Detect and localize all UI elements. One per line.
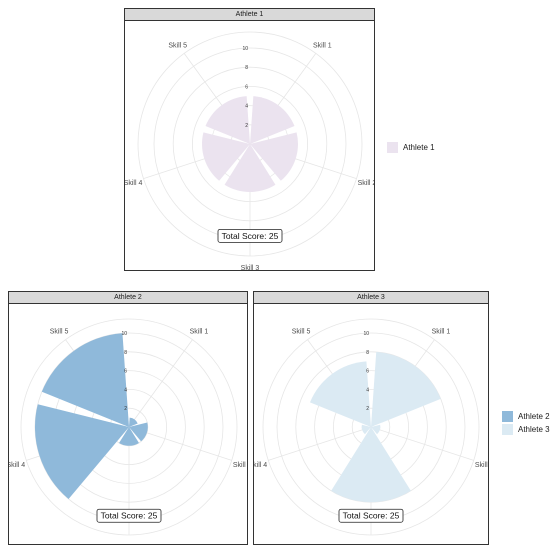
radial-tick-label: 6 [366, 369, 369, 375]
category-label: Skill 1 [313, 42, 332, 49]
radial-tick-label: 10 [242, 46, 248, 52]
category-label: Skill 1 [432, 329, 451, 336]
total-score-label: Total Score: 25 [101, 511, 158, 521]
category-label: Skill 3 [241, 265, 260, 270]
radial-tick-label: 6 [245, 84, 248, 90]
bar-skill-3 [119, 427, 139, 446]
polar-chart-athlete-1: 2 4 6 8 10 Skill 1 Skill 2 Skill 3 Skill 4 Skill … [125, 31, 374, 270]
legend-swatch [387, 142, 398, 153]
category-label: Skill 2 [233, 462, 247, 469]
category-label: Skill 5 [292, 329, 311, 336]
total-score-label: Total Score: 25 [222, 231, 279, 241]
bar-skill-4 [361, 424, 371, 435]
category-label: Skill 2 [475, 462, 488, 469]
radial-tick-label: 2 [124, 406, 127, 412]
legend-swatch [502, 424, 513, 435]
category-label: Skill 5 [50, 329, 69, 336]
radial-tick-label: 2 [245, 123, 248, 129]
grid-spoke [128, 339, 193, 428]
radial-tick-label: 8 [245, 65, 248, 71]
bar-skill-2 [250, 132, 298, 181]
category-label: Skill 4 [9, 462, 25, 469]
total-score-box [338, 508, 404, 523]
radial-tick-label: 6 [124, 369, 127, 375]
grid-spoke [268, 426, 372, 461]
grid-spoke [370, 426, 474, 461]
radial-tick-label: 8 [366, 350, 369, 356]
panel-title: Athlete 1 [125, 9, 374, 21]
total-score-label: Total Score: 25 [343, 511, 400, 521]
bar-skill-4 [34, 404, 129, 500]
bar-skill-1 [371, 351, 441, 427]
bar-skill-5 [309, 361, 371, 427]
bar-skill-1 [129, 417, 138, 427]
category-label: Skill 4 [125, 180, 142, 187]
radial-tick-label: 10 [121, 331, 127, 337]
bar-skill-3 [224, 144, 276, 193]
total-score-box [217, 228, 283, 243]
radial-tick-label: 4 [124, 387, 127, 393]
bar-skill-5 [205, 96, 250, 144]
bar-skill-1 [250, 96, 295, 144]
category-label: Skill 2 [358, 180, 374, 187]
category-label: Skill 1 [190, 329, 209, 336]
bar-skill-5 [41, 333, 130, 427]
bar-skill-2 [371, 424, 381, 435]
legend-label: Athlete 2 [518, 412, 550, 421]
category-label: Skill 5 [168, 42, 187, 49]
bar-skill-2 [129, 422, 148, 442]
legend-label: Athlete 3 [518, 425, 550, 434]
panel-title: Athlete 2 [9, 292, 247, 304]
legend-label: Athlete 1 [403, 143, 435, 152]
panel-title: Athlete 3 [254, 292, 488, 304]
radial-tick-label: 8 [124, 350, 127, 356]
bar-skill-3 [331, 427, 411, 503]
panel-athlete-1: Athlete 1 2 4 6 8 10 Skill 1 Skill 2 Skill 3 Ski… [124, 8, 375, 271]
radial-tick-label: 4 [366, 387, 369, 393]
radial-tick-label: 2 [366, 406, 369, 412]
radial-tick-label: 10 [363, 331, 369, 337]
category-label: Skill 4 [254, 462, 267, 469]
total-score-box [96, 508, 162, 523]
radial-tick-label: 4 [245, 104, 248, 110]
legend-swatch [502, 411, 513, 422]
bar-skill-4 [202, 132, 250, 181]
